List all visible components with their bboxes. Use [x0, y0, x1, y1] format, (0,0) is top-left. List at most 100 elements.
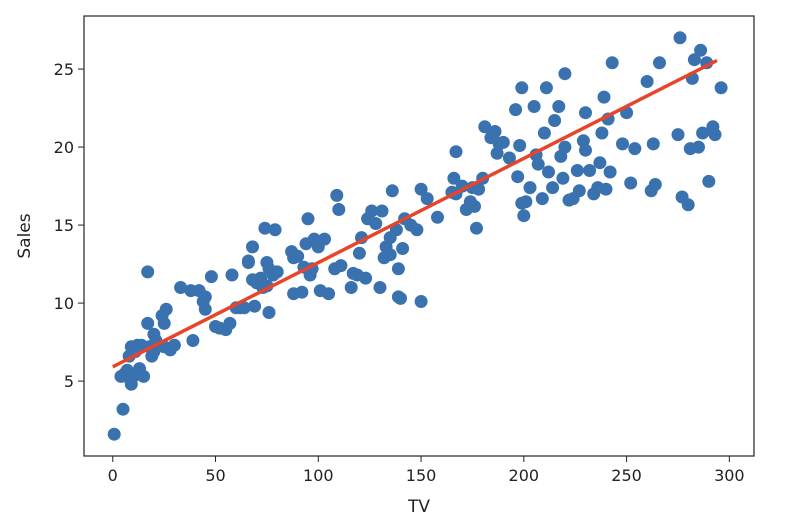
fit-line — [112, 58, 718, 369]
data-point — [322, 287, 336, 301]
data-point — [527, 100, 541, 113]
data-point — [546, 181, 560, 195]
y-axis-ticks: 5 10 15 20 25 — [54, 60, 84, 391]
data-point — [552, 100, 566, 113]
data-point — [383, 248, 397, 262]
data-point — [334, 259, 348, 273]
data-point — [478, 120, 492, 134]
data-point — [579, 106, 592, 120]
x-tick-label: 300 — [714, 466, 745, 485]
data-point — [624, 176, 638, 190]
data-point — [391, 262, 405, 276]
data-point — [291, 249, 305, 263]
data-point — [531, 157, 545, 171]
data-point — [270, 265, 284, 279]
x-axis-ticks: 0 50 100 150 200 250 300 — [108, 456, 745, 485]
data-point — [640, 75, 654, 88]
data-point — [137, 369, 151, 383]
data-point — [141, 316, 155, 330]
data-point — [159, 302, 173, 316]
data-point — [116, 402, 130, 416]
data-point — [599, 182, 613, 196]
data-point — [375, 204, 389, 218]
data-point — [295, 285, 309, 299]
data-point — [488, 125, 502, 138]
data-point — [603, 165, 617, 179]
data-point — [414, 182, 428, 196]
data-point — [496, 135, 510, 149]
data-point — [237, 301, 251, 315]
data-point — [225, 268, 239, 282]
data-point — [268, 223, 282, 237]
data-point — [511, 170, 525, 184]
data-point — [198, 290, 212, 304]
data-point — [410, 223, 424, 237]
data-point — [330, 188, 344, 202]
data-point — [535, 192, 549, 206]
data-point — [262, 306, 276, 319]
data-point — [583, 164, 597, 177]
data-point — [431, 210, 444, 224]
y-axis-title: Sales — [15, 213, 35, 258]
y-tick-label: 10 — [54, 294, 74, 313]
data-point — [332, 203, 346, 216]
data-point — [420, 192, 434, 206]
data-point — [702, 174, 716, 188]
y-tick-label: 15 — [54, 216, 74, 235]
data-point — [648, 178, 662, 191]
data-point — [616, 137, 629, 151]
data-point — [107, 427, 121, 441]
data-point — [558, 140, 572, 154]
data-point — [352, 246, 366, 260]
data-point — [258, 221, 272, 235]
data-point — [653, 56, 666, 70]
fit-line-layer — [112, 58, 718, 369]
y-tick-label: 25 — [54, 60, 74, 79]
data-point — [359, 271, 373, 285]
data-point — [537, 126, 551, 140]
data-point — [579, 143, 592, 157]
x-tick-label: 200 — [509, 466, 540, 485]
data-point — [597, 90, 611, 104]
data-point — [385, 184, 399, 198]
data-point — [174, 281, 188, 294]
data-point — [449, 145, 463, 159]
data-point — [517, 209, 531, 223]
data-point — [318, 232, 331, 246]
data-point — [186, 334, 200, 347]
data-point — [204, 270, 218, 284]
data-point — [558, 67, 572, 81]
data-point — [223, 316, 237, 330]
data-point — [570, 164, 584, 177]
data-point — [301, 212, 315, 226]
data-point — [714, 81, 728, 95]
data-point — [673, 31, 687, 45]
data-point — [542, 165, 555, 179]
x-axis-title: TV — [407, 497, 430, 517]
data-point — [246, 240, 259, 254]
x-tick-label: 50 — [205, 466, 225, 485]
data-point — [241, 254, 255, 268]
data-point — [681, 198, 695, 212]
data-point — [513, 139, 527, 152]
x-tick-label: 0 — [108, 466, 118, 485]
data-point — [248, 299, 262, 313]
data-point — [556, 171, 570, 185]
data-point — [696, 126, 710, 140]
data-point — [502, 151, 516, 165]
data-point — [708, 128, 722, 142]
data-point — [141, 265, 155, 279]
data-point — [628, 142, 642, 156]
data-point — [369, 217, 383, 230]
data-point — [694, 43, 708, 57]
data-point — [373, 281, 387, 294]
plot-frame — [83, 15, 755, 457]
x-tick-label: 250 — [611, 466, 642, 485]
data-point — [687, 53, 701, 67]
data-point — [605, 56, 619, 70]
data-point — [447, 171, 461, 185]
data-point — [470, 221, 483, 235]
x-tick-label: 150 — [406, 466, 437, 485]
data-point — [344, 281, 358, 294]
